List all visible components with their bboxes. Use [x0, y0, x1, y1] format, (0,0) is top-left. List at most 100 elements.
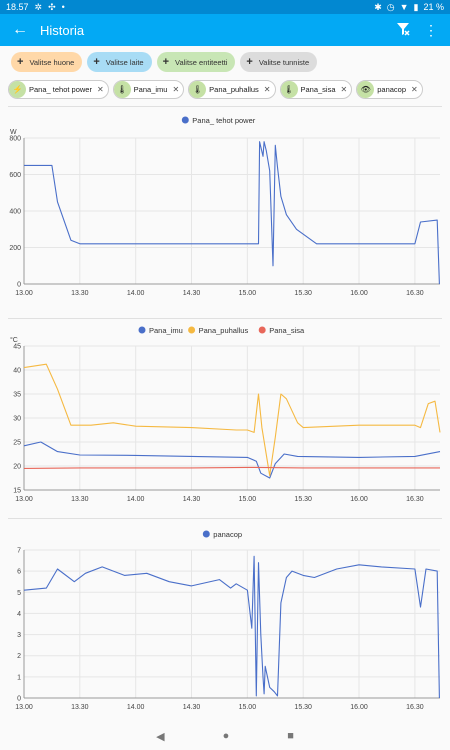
picker-valitse-tunniste[interactable]: + Valitse tunniste — [240, 52, 318, 72]
x-tick-label: 13.00 — [15, 704, 33, 711]
legend-label: Pana_imu — [149, 326, 183, 335]
fan-icon: ✲ — [34, 1, 43, 12]
alarm-icon: ◷ — [386, 1, 395, 12]
picker-valitse-entiteetti[interactable]: + Valitse entiteetti — [156, 52, 236, 72]
legend-swatch — [188, 326, 196, 334]
divider — [8, 518, 442, 519]
legend-item[interactable]: Pana_sisa — [258, 326, 305, 335]
legend-label: Pana_sisa — [269, 326, 305, 335]
y-tick-label: 15 — [13, 488, 21, 495]
pinwheel-icon: ✣ — [48, 1, 56, 12]
nav-back-icon[interactable]: ◀ — [156, 730, 165, 743]
entity-chip[interactable]: 👁 panacop ✕ — [356, 80, 423, 99]
nav-home-icon[interactable]: ● — [222, 730, 230, 742]
y-tick-label: 20 — [13, 464, 21, 471]
legend-label: Pana_ tehot power — [192, 116, 255, 125]
entity-chip[interactable]: 🌡 Pana_imu ✕ — [112, 80, 185, 99]
y-tick-label: 45 — [13, 344, 21, 351]
legend-label: Pana_puhallus — [199, 326, 249, 335]
y-tick-label: 3 — [17, 632, 21, 639]
bluetooth-icon: ✱ — [374, 1, 382, 12]
x-tick-label: 14.30 — [183, 704, 201, 711]
chip-label: Pana_sisa — [300, 85, 336, 94]
app-bar: ← Historia ⋮ — [0, 14, 450, 46]
y-tick-label: 4 — [17, 611, 21, 618]
legend-item[interactable]: Pana_puhallus — [188, 326, 248, 335]
series-line — [24, 141, 440, 285]
y-tick-label: 0 — [17, 282, 21, 289]
plus-icon: + — [17, 56, 24, 68]
x-tick-label: 13.30 — [71, 704, 89, 711]
close-icon[interactable]: ✕ — [172, 85, 180, 94]
close-icon[interactable]: ✕ — [96, 85, 104, 94]
x-tick-label: 16.00 — [350, 496, 368, 503]
x-tick-label: 15.30 — [294, 704, 312, 711]
y-axis-unit: °C — [10, 336, 18, 344]
legend-label: panacop — [213, 530, 242, 539]
picker-label: Valitse laite — [105, 57, 144, 67]
legend-swatch — [138, 326, 146, 334]
x-tick-label: 15.30 — [294, 290, 312, 297]
picker-valitse-laite[interactable]: + Valitse laite — [87, 52, 152, 72]
y-tick-label: 800 — [9, 136, 21, 143]
entity-chip[interactable]: ⚡ Pana_ tehot power ✕ — [8, 80, 109, 99]
series-line — [23, 363, 441, 477]
y-tick-label: 40 — [13, 368, 21, 375]
close-icon[interactable]: ✕ — [340, 85, 348, 94]
back-arrow-icon[interactable]: ← — [12, 21, 28, 38]
x-tick-label: 15.30 — [294, 496, 312, 503]
x-tick-label: 14.00 — [127, 704, 145, 711]
x-tick-label: 13.00 — [15, 496, 33, 503]
nav-recents-icon[interactable]: ■ — [287, 730, 294, 742]
status-bar: 18.57 ✲ ✣ • ✱ ◷ ▼ ▮ 21 % — [0, 0, 450, 14]
y-tick-label: 5 — [17, 590, 21, 597]
chip-label: Pana_imu — [133, 85, 168, 94]
series-line — [23, 441, 441, 479]
divider — [8, 106, 442, 107]
dot-icon: • — [61, 2, 65, 12]
plus-icon: + — [162, 56, 170, 68]
y-tick-label: 35 — [13, 392, 21, 399]
x-tick-label: 16.30 — [406, 704, 424, 711]
battery-icon: ▮ — [413, 1, 419, 12]
thermometer-icon: 🌡 — [189, 81, 207, 98]
close-icon[interactable]: ✕ — [411, 85, 418, 94]
y-tick-label: 200 — [9, 245, 21, 252]
more-vert-icon[interactable]: ⋮ — [424, 21, 438, 38]
cop-chart: panacop 0 1 2 3 4 5 6 7 13.00 13.30 14.00 14.30 15.00… — [15, 530, 440, 711]
selected-entity-chips: ⚡ Pana_ tehot power ✕ 🌡 Pana_imu ✕ 🌡 Pana_puhal… — [0, 80, 450, 100]
filter-clear-icon[interactable] — [396, 22, 410, 39]
picker-label: Valitse huone — [29, 57, 75, 67]
x-tick-label: 13.00 — [15, 290, 33, 297]
temperature-chart: Pana_imu Pana_puhallus Pana_sisa 15 20 25 30 35… — [10, 326, 441, 503]
legend-item[interactable]: Pana_imu — [138, 326, 183, 335]
legend-item[interactable]: Pana_ tehot power — [181, 116, 256, 125]
x-tick-label: 14.00 — [127, 290, 145, 297]
x-tick-label: 16.30 — [406, 290, 424, 297]
system-nav-bar: ◀ ● ■ — [0, 722, 450, 750]
y-tick-label: 7 — [17, 548, 21, 555]
divider — [8, 318, 442, 319]
series-line — [23, 466, 440, 469]
entity-chip[interactable]: 🌡 Pana_puhallus ✕ — [188, 80, 276, 99]
legend-swatch — [202, 530, 210, 538]
x-tick-label: 13.30 — [71, 290, 89, 297]
x-tick-label: 16.30 — [406, 496, 424, 503]
x-tick-label: 15.00 — [239, 704, 257, 711]
close-icon[interactable]: ✕ — [263, 85, 271, 94]
x-tick-label: 15.00 — [239, 496, 257, 503]
y-tick-label: 1 — [17, 674, 21, 681]
battery-level: 21 % — [423, 2, 444, 12]
y-tick-label: 2 — [17, 653, 21, 660]
legend-swatch — [258, 326, 266, 334]
y-tick-label: 400 — [9, 209, 21, 216]
chip-label: Pana_puhallus — [209, 85, 259, 94]
chip-label: Pana_ tehot power — [29, 85, 92, 94]
chip-label: panacop — [377, 85, 407, 94]
picker-valitse-huone[interactable]: + Valitse huone — [11, 52, 83, 72]
legend-item[interactable]: panacop — [202, 530, 242, 539]
entity-chip[interactable]: 🌡 Pana_sisa ✕ — [279, 80, 353, 99]
y-tick-label: 30 — [13, 416, 21, 423]
y-tick-label: 0 — [17, 696, 21, 703]
